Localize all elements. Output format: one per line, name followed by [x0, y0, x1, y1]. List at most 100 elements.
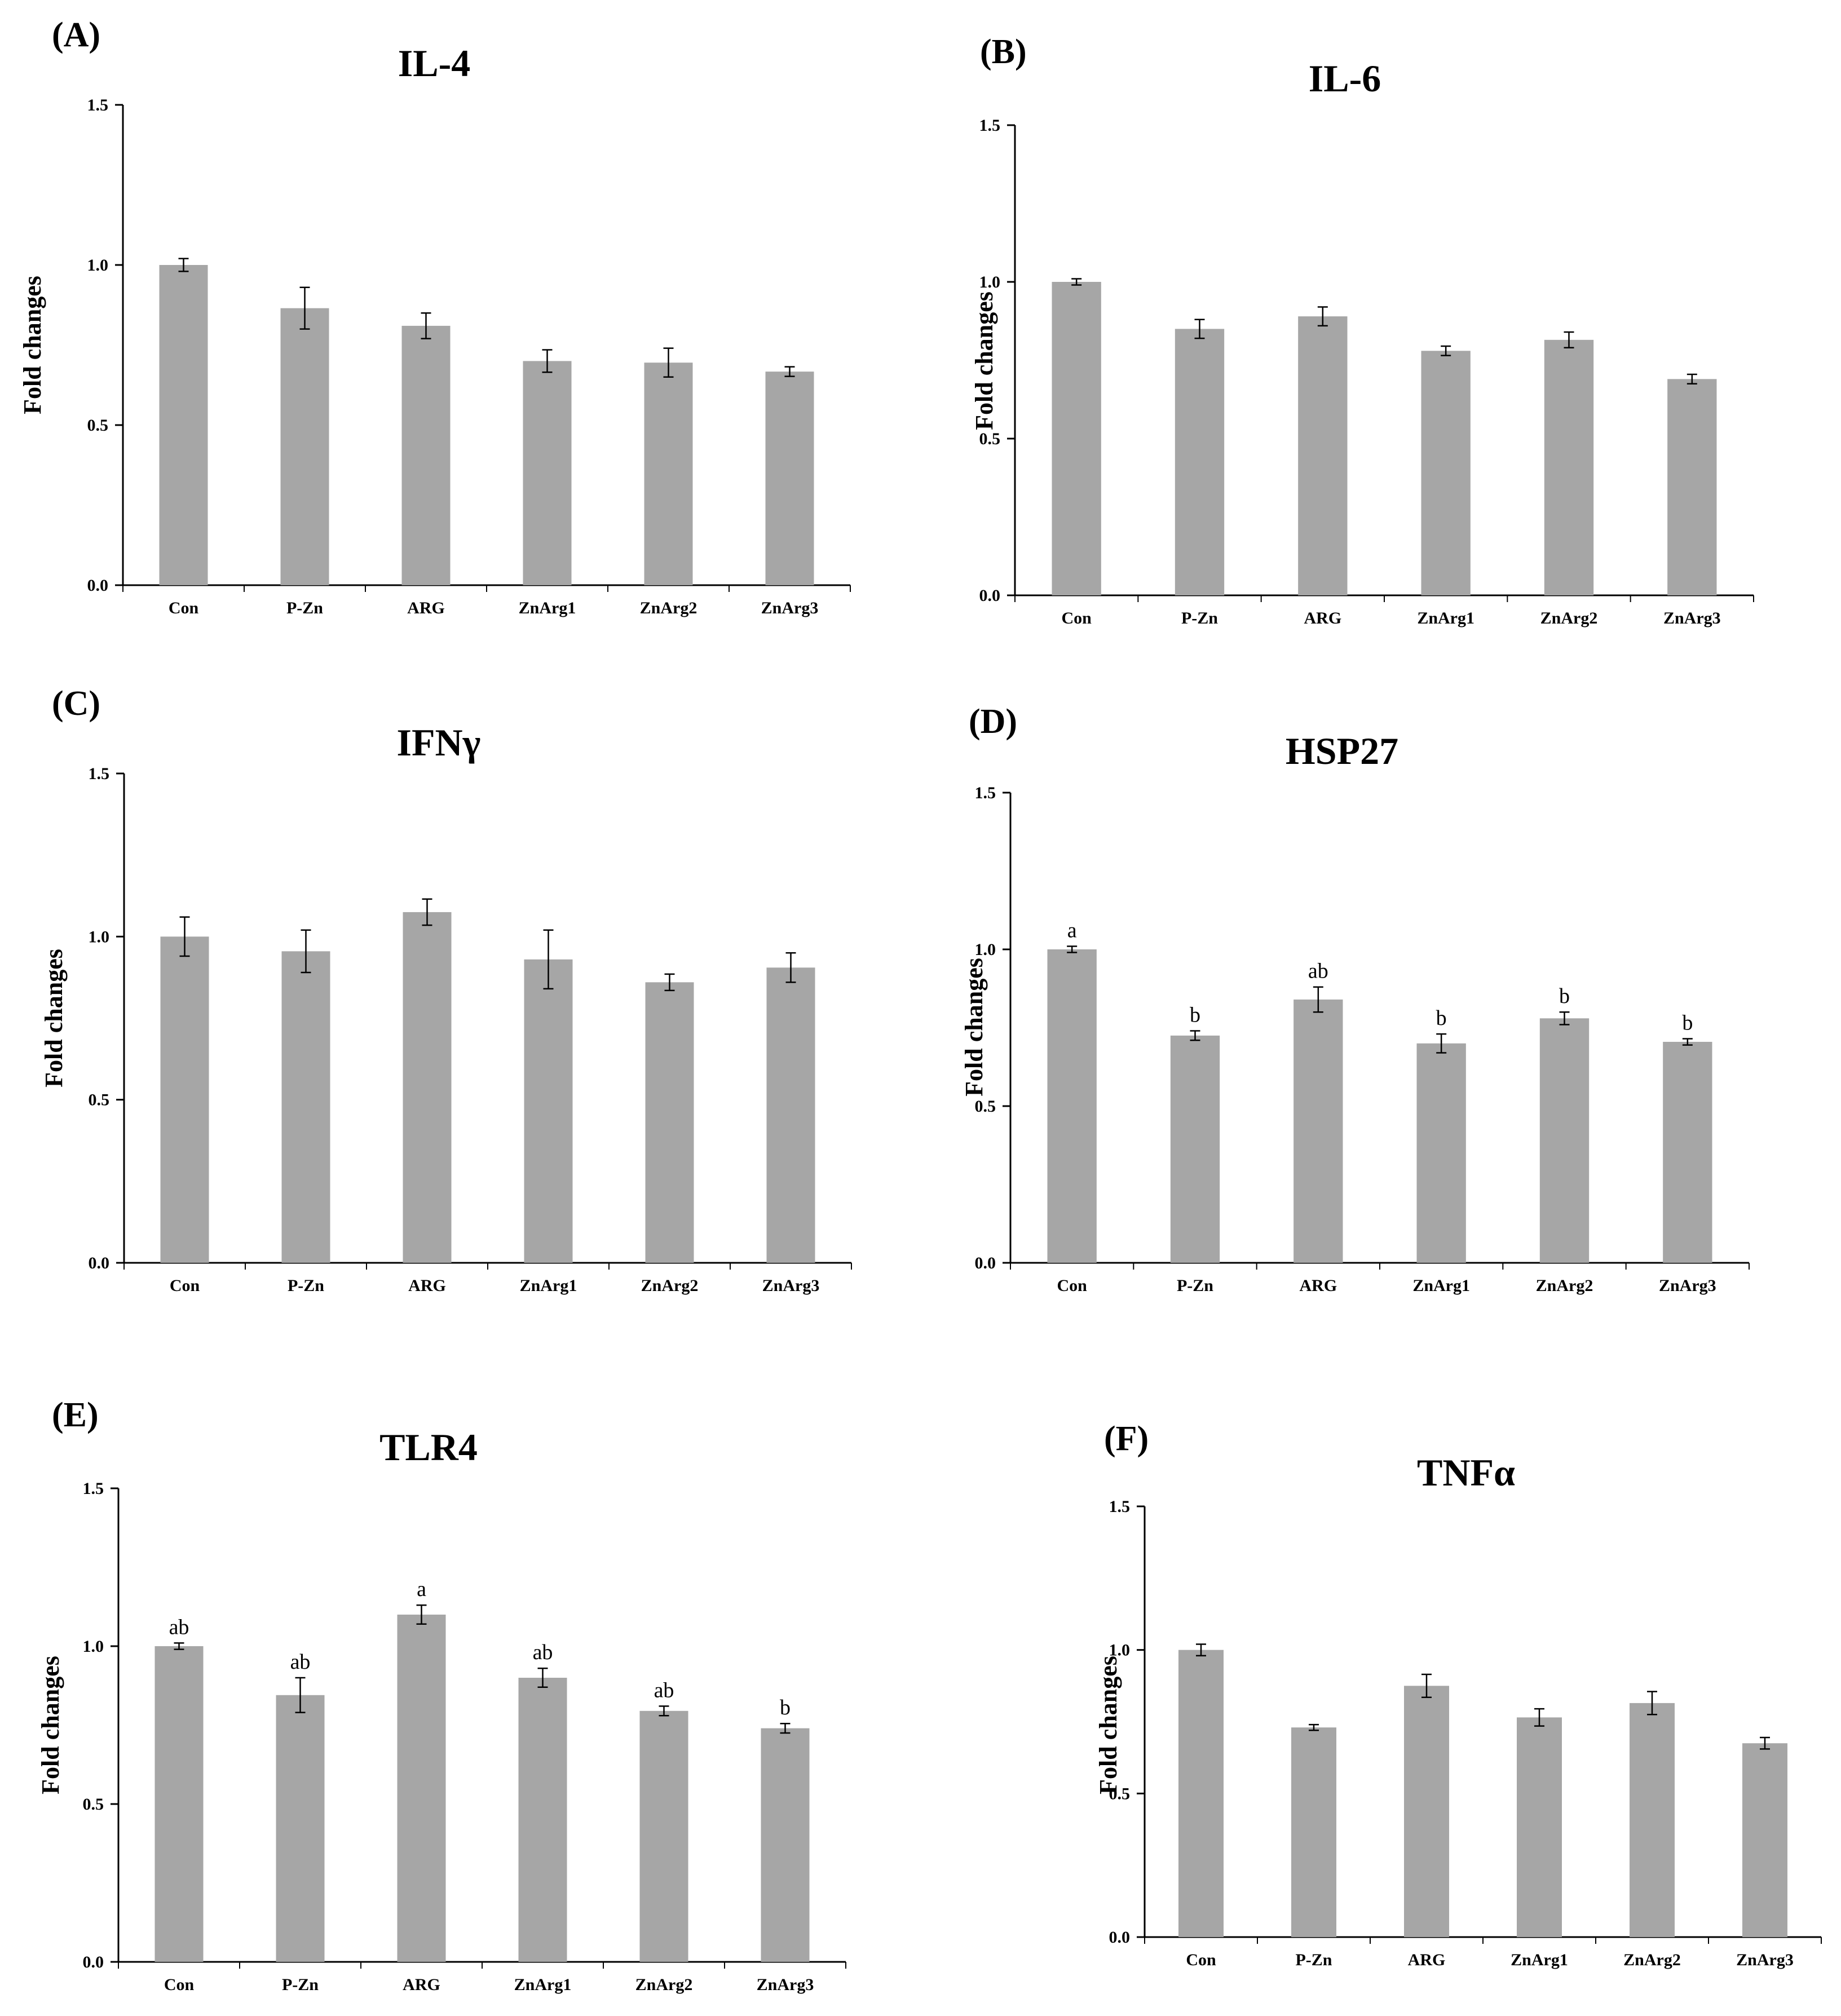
y-tick-label: 0.5 — [89, 1091, 110, 1109]
bar-ZnArg2 — [645, 982, 694, 1263]
chart-title: IL-4 — [398, 42, 470, 85]
bar-ARG — [401, 325, 451, 585]
chart-panel-4: (D) HSP27 Fold changes 0.0 0.5 1.0 1.5 a Con b P-Z… — [960, 702, 1750, 1295]
category-label: P-Zn — [282, 1975, 319, 1994]
y-tick-label: 0.5 — [1109, 1784, 1131, 1803]
significance-label: b — [1682, 1011, 1693, 1034]
panel-label: (A) — [52, 16, 100, 54]
chart-title: TLR4 — [379, 1426, 478, 1469]
category-label: ZnArg2 — [1623, 1951, 1681, 1969]
bar-ZnArg1 — [1416, 1043, 1466, 1263]
category-label: Con — [170, 1276, 200, 1295]
category-label: ZnArg3 — [1736, 1951, 1794, 1969]
bar-ZnArg2 — [644, 362, 693, 585]
category-label: ZnArg3 — [761, 599, 819, 617]
bar-P-Zn — [1175, 329, 1225, 595]
chart-title: IL-6 — [1309, 57, 1381, 100]
bar-ZnArg1 — [1421, 351, 1471, 595]
y-tick-label: 0.0 — [87, 576, 109, 595]
panel-label: (F) — [1104, 1420, 1149, 1458]
category-label: P-Zn — [288, 1276, 324, 1295]
y-axis-label: Fold changes — [19, 276, 46, 414]
bar-Con — [1052, 282, 1101, 595]
y-tick-label: 1.5 — [979, 116, 1001, 135]
significance-label: ab — [654, 1678, 674, 1702]
category-label: ZnArg1 — [514, 1975, 572, 1994]
y-tick-label: 0.5 — [975, 1097, 996, 1116]
category-label: ARG — [408, 1276, 446, 1295]
bar-P-Zn — [276, 1695, 325, 1962]
y-tick-label: 0.0 — [89, 1254, 110, 1272]
category-label: Con — [169, 599, 199, 617]
category-label: ZnArg3 — [757, 1975, 814, 1994]
y-tick-label: 1.0 — [975, 940, 996, 959]
bar-Con — [160, 936, 209, 1263]
category-label: ZnArg1 — [1511, 1951, 1568, 1969]
bar-ZnArg1 — [524, 959, 573, 1263]
category-label: ZnArg2 — [1536, 1276, 1593, 1295]
bar-Con — [154, 1646, 204, 1962]
bar-ARG — [397, 1615, 446, 1962]
chart-panel-2: (B) IL-6 Fold changes 0.0 0.5 1.0 1.5 Con P-Zn AR… — [970, 33, 1754, 627]
category-label: Con — [1057, 1276, 1087, 1295]
bar-ZnArg1 — [523, 361, 572, 585]
bar-ARG — [1293, 999, 1343, 1263]
significance-label: ab — [1308, 960, 1328, 983]
y-tick-label: 0.0 — [979, 586, 1001, 605]
bar-ZnArg2 — [639, 1710, 688, 1962]
bar-ARG — [403, 912, 452, 1263]
y-tick-label: 1.5 — [1109, 1497, 1131, 1516]
significance-label: b — [1190, 1003, 1200, 1027]
category-label: ZnArg3 — [762, 1276, 820, 1295]
category-label: P-Zn — [1177, 1276, 1213, 1295]
bar-ZnArg2 — [1539, 1018, 1590, 1263]
bar-ZnArg2 — [1544, 339, 1594, 595]
category-label: ZnArg1 — [520, 1276, 577, 1295]
bar-ARG — [1298, 316, 1348, 595]
bar-ZnArg3 — [766, 967, 815, 1263]
y-tick-label: 1.0 — [87, 256, 109, 275]
chart-panel-6: (F) TNFα Fold changes 0.0 0.5 1.0 1.5 Con P-Zn AR… — [1094, 1420, 1822, 1969]
bar-ZnArg1 — [518, 1678, 567, 1962]
category-label: ZnArg2 — [635, 1975, 693, 1994]
bar-P-Zn — [281, 951, 330, 1263]
panel-label: (D) — [969, 702, 1017, 741]
bar-P-Zn — [1170, 1035, 1220, 1263]
significance-label: ab — [533, 1641, 553, 1664]
bar-P-Zn — [280, 308, 329, 585]
y-tick-label: 1.0 — [83, 1637, 104, 1656]
significance-label: ab — [290, 1650, 311, 1674]
category-label: Con — [1061, 609, 1092, 627]
category-label: ARG — [407, 599, 445, 617]
category-label: ZnArg2 — [1540, 609, 1598, 627]
y-axis-label: Fold changes — [37, 1656, 64, 1794]
y-tick-label: 0.0 — [83, 1953, 104, 1971]
chart-title: HSP27 — [1286, 730, 1398, 772]
bar-ZnArg3 — [1663, 1042, 1712, 1263]
bar-Con — [1178, 1650, 1224, 1937]
category-label: ARG — [1304, 609, 1341, 627]
y-axis-label: Fold changes — [40, 949, 68, 1087]
category-label: ZnArg1 — [1412, 1276, 1470, 1295]
y-tick-label: 1.0 — [979, 273, 1001, 291]
y-axis-label: Fold changes — [960, 958, 988, 1097]
chart-title: TNFα — [1417, 1451, 1515, 1494]
category-label: P-Zn — [1295, 1951, 1332, 1969]
significance-label: ab — [169, 1615, 189, 1639]
y-tick-label: 1.0 — [1109, 1641, 1131, 1660]
bar-ZnArg3 — [761, 1728, 810, 1962]
significance-label: b — [1559, 984, 1570, 1008]
significance-label: a — [1067, 918, 1077, 942]
category-label: ZnArg2 — [641, 1276, 699, 1295]
category-label: ZnArg1 — [1417, 609, 1474, 627]
significance-label: a — [417, 1577, 426, 1601]
category-label: Con — [1186, 1951, 1216, 1969]
category-label: ZnArg3 — [1659, 1276, 1716, 1295]
y-tick-label: 1.0 — [89, 927, 110, 946]
panel-label: (E) — [52, 1396, 99, 1434]
category-label: ARG — [403, 1975, 440, 1994]
category-label: P-Zn — [286, 599, 323, 617]
significance-label: b — [780, 1696, 791, 1719]
